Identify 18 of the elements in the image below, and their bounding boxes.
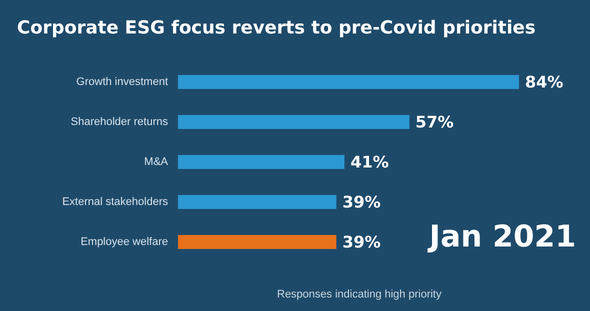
annotation: Jan 2021 (427, 220, 576, 254)
x-axis-title: Responses indicating high priority (277, 288, 442, 300)
y-tick-label: Growth investment (76, 76, 168, 88)
bar (178, 75, 519, 89)
data-label: 41% (350, 152, 389, 172)
y-tick-label: External stakeholders (62, 196, 168, 208)
y-tick-label: Employee welfare (80, 236, 168, 248)
y-tick-label: M&A (144, 156, 169, 168)
bar (178, 195, 336, 209)
data-label: 84% (525, 72, 564, 92)
y-tick-label: Shareholder returns (70, 116, 168, 128)
chart-title: Corporate ESG focus reverts to pre-Covid priorities (17, 18, 536, 38)
data-label: 39% (342, 232, 381, 252)
bar (178, 235, 336, 249)
bar (178, 115, 410, 129)
data-label: 39% (342, 192, 381, 212)
data-label: 57% (415, 112, 454, 132)
bar (178, 155, 344, 169)
